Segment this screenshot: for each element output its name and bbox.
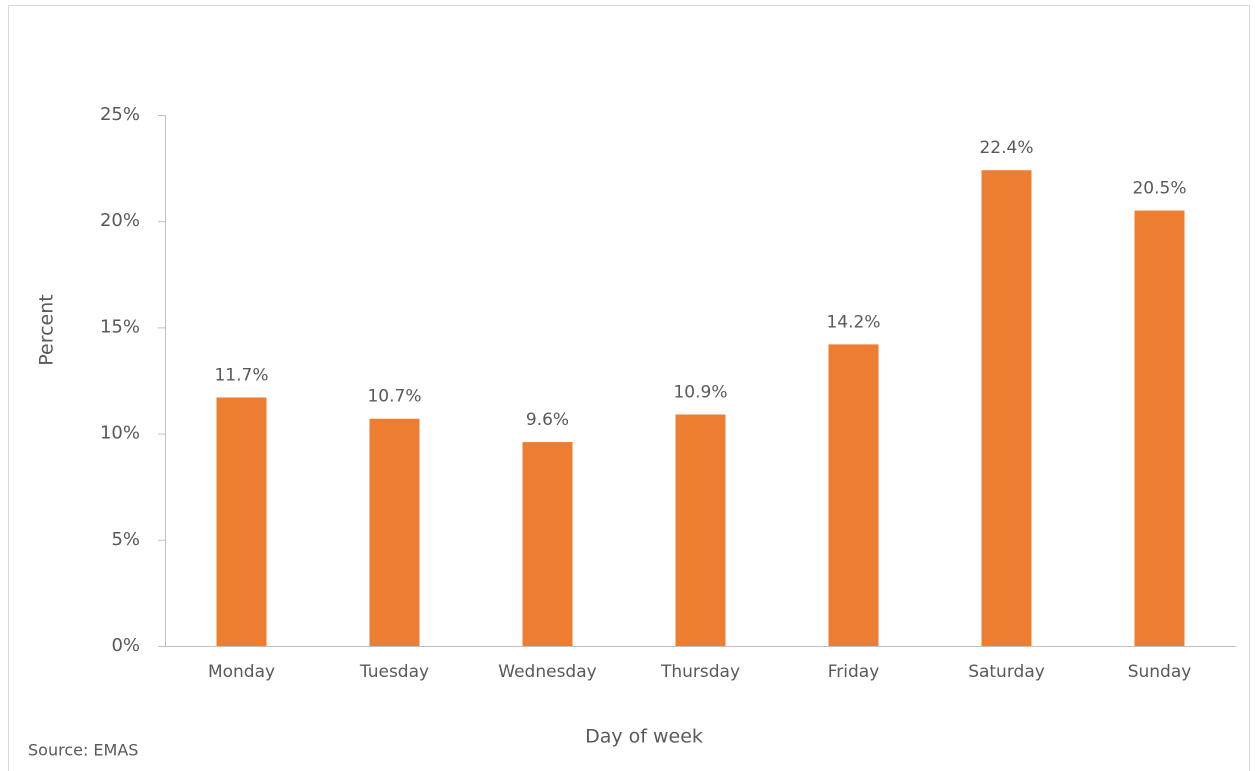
x-tick-label: Saturday — [968, 662, 1045, 682]
x-axis-label: Day of week — [585, 726, 703, 748]
chart-frame — [8, 5, 1250, 771]
x-tick-label: Sunday — [1128, 662, 1192, 682]
y-tick-label: 20% — [100, 210, 140, 231]
y-tick-label: 10% — [100, 423, 140, 444]
bar — [828, 344, 879, 646]
bar — [675, 414, 726, 646]
bar — [369, 418, 420, 646]
y-axis-label: Percent — [36, 294, 58, 366]
data-label: 20.5% — [1132, 179, 1186, 199]
y-tick-label: 0% — [111, 635, 140, 656]
data-label: 14.2% — [826, 312, 880, 332]
data-label: 22.4% — [979, 138, 1033, 158]
data-label: 10.7% — [367, 387, 421, 407]
source-note: Source: EMAS — [28, 741, 138, 760]
x-tick-label: Wednesday — [498, 662, 596, 682]
y-tick-label: 15% — [100, 316, 140, 337]
bar — [1134, 210, 1185, 646]
bar — [981, 170, 1032, 646]
bar — [522, 442, 573, 646]
x-tick-label: Monday — [208, 662, 275, 682]
x-tick-label: Friday — [828, 662, 880, 682]
y-tick-label: 25% — [100, 104, 140, 125]
y-tick-label: 5% — [111, 529, 140, 550]
x-tick-label: Tuesday — [359, 662, 429, 682]
data-label: 9.6% — [526, 410, 569, 430]
data-label: 11.7% — [214, 365, 268, 385]
x-tick-label: Thursday — [660, 662, 740, 682]
bar — [216, 397, 267, 646]
data-label: 10.9% — [673, 382, 727, 402]
